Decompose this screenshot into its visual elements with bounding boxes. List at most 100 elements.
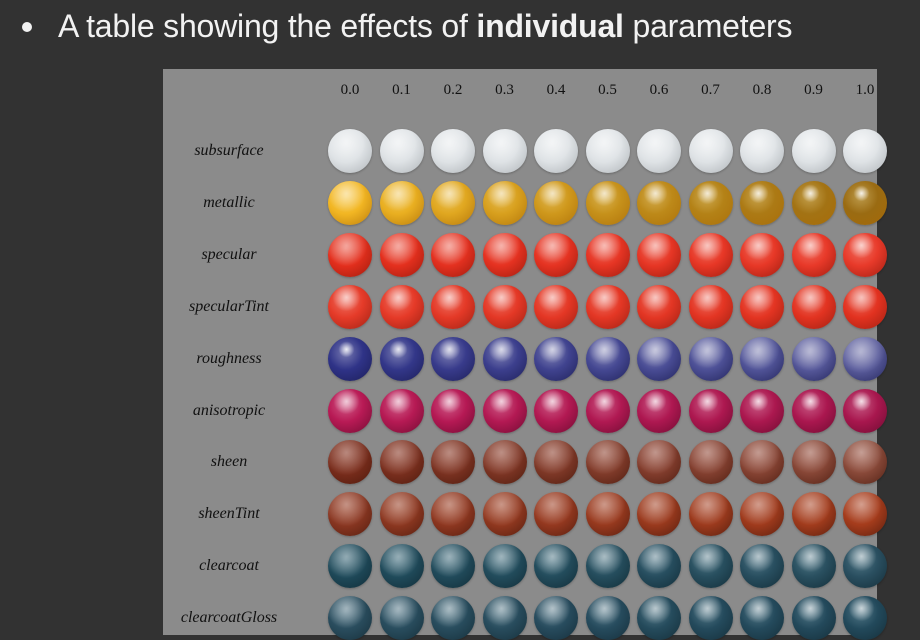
material-sphere	[328, 544, 372, 589]
column-header: 0.4	[546, 82, 566, 98]
material-sphere	[585, 440, 630, 485]
column-header: 0.6	[649, 82, 669, 98]
material-sphere	[482, 284, 527, 329]
material-sphere	[482, 388, 527, 433]
material-sphere	[688, 492, 733, 537]
material-sphere	[740, 388, 784, 433]
material-sphere	[328, 388, 372, 433]
material-sphere	[843, 492, 887, 537]
material-sphere	[740, 232, 784, 277]
material-sphere	[379, 232, 424, 277]
column-header: 0.2	[443, 82, 463, 98]
row-label: clearcoat	[199, 557, 259, 575]
material-sphere	[637, 492, 681, 537]
material-sphere	[637, 388, 681, 433]
material-sphere	[585, 180, 630, 225]
column-header: 0.9	[804, 82, 823, 98]
material-sphere	[379, 388, 424, 433]
column-header: 0.1	[392, 82, 411, 98]
material-sphere	[328, 492, 372, 537]
material-sphere	[740, 544, 784, 589]
material-sphere	[688, 232, 733, 277]
material-sphere	[482, 336, 527, 381]
material-sphere	[843, 544, 887, 589]
column-header: 0.3	[495, 82, 514, 98]
column-header: 0.7	[701, 82, 720, 98]
material-sphere	[843, 129, 887, 173]
material-sphere	[688, 336, 733, 381]
row-label: sheen	[210, 453, 248, 471]
material-sphere	[688, 440, 733, 485]
material-sphere	[379, 129, 424, 173]
material-sphere	[482, 232, 527, 277]
row-label: specular	[201, 245, 257, 263]
material-sphere	[585, 388, 630, 433]
material-sphere	[431, 596, 475, 640]
material-sphere	[585, 492, 630, 537]
material-sphere	[431, 388, 475, 433]
material-sphere	[534, 284, 578, 329]
material-sphere	[379, 336, 424, 381]
material-sphere	[791, 492, 836, 537]
material-sphere	[585, 284, 630, 329]
material-sphere	[688, 180, 733, 225]
material-sphere	[637, 129, 681, 173]
material-sphere	[534, 232, 578, 277]
material-sphere	[328, 232, 372, 277]
bullet-text-prefix: A table showing the effects of	[58, 7, 468, 44]
material-sphere	[843, 232, 887, 277]
bullet-text-bold: individual	[476, 7, 624, 44]
material-sphere	[791, 180, 836, 225]
material-sphere	[585, 596, 630, 640]
material-sphere	[431, 440, 475, 485]
material-sphere	[688, 544, 733, 589]
material-sphere	[843, 596, 887, 640]
material-sphere	[791, 284, 836, 329]
material-sphere	[791, 388, 836, 433]
material-sphere	[482, 180, 527, 225]
material-sphere	[534, 596, 578, 640]
material-sphere	[637, 544, 681, 589]
row-label: subsurface	[194, 142, 264, 159]
material-sphere	[534, 336, 578, 381]
material-sphere	[328, 440, 372, 485]
material-sphere	[637, 596, 681, 640]
material-sphere	[585, 232, 630, 277]
column-header: 0.8	[752, 82, 772, 98]
material-sphere	[740, 596, 784, 640]
material-sphere	[585, 336, 630, 381]
material-sphere	[740, 492, 784, 537]
material-sphere	[740, 284, 784, 329]
material-sphere	[328, 336, 372, 381]
material-sphere	[585, 129, 630, 173]
row-label: clearcoatGloss	[180, 609, 278, 627]
parameter-table-image: 0.0 0.1 0.2 0.3 0.4 0.5 0.6 0.7 0.8 0.9 1.0 subsurf…	[163, 69, 887, 640]
material-sphere	[379, 492, 424, 537]
material-sphere	[482, 544, 527, 589]
row-label: sheenTint	[198, 505, 260, 523]
material-sphere	[585, 544, 630, 589]
material-sphere	[740, 440, 784, 485]
material-sphere	[534, 129, 578, 173]
material-sphere	[637, 180, 681, 225]
material-sphere	[843, 336, 887, 381]
material-sphere	[431, 232, 475, 277]
row-label: metallic	[203, 193, 255, 211]
column-header: 0.0	[340, 82, 360, 98]
row-label: specularTint	[188, 297, 269, 315]
material-sphere	[637, 284, 681, 329]
material-sphere	[791, 232, 836, 277]
material-sphere	[431, 544, 475, 589]
material-sphere	[637, 336, 681, 381]
material-sphere	[740, 336, 784, 381]
material-sphere	[328, 180, 372, 225]
material-sphere	[328, 129, 372, 173]
material-sphere	[791, 596, 836, 640]
material-sphere	[791, 129, 836, 173]
material-sphere	[534, 388, 578, 433]
material-sphere	[688, 284, 733, 329]
material-sphere	[379, 440, 424, 485]
material-sphere	[431, 180, 475, 225]
material-sphere	[843, 388, 887, 433]
material-sphere	[688, 388, 733, 433]
